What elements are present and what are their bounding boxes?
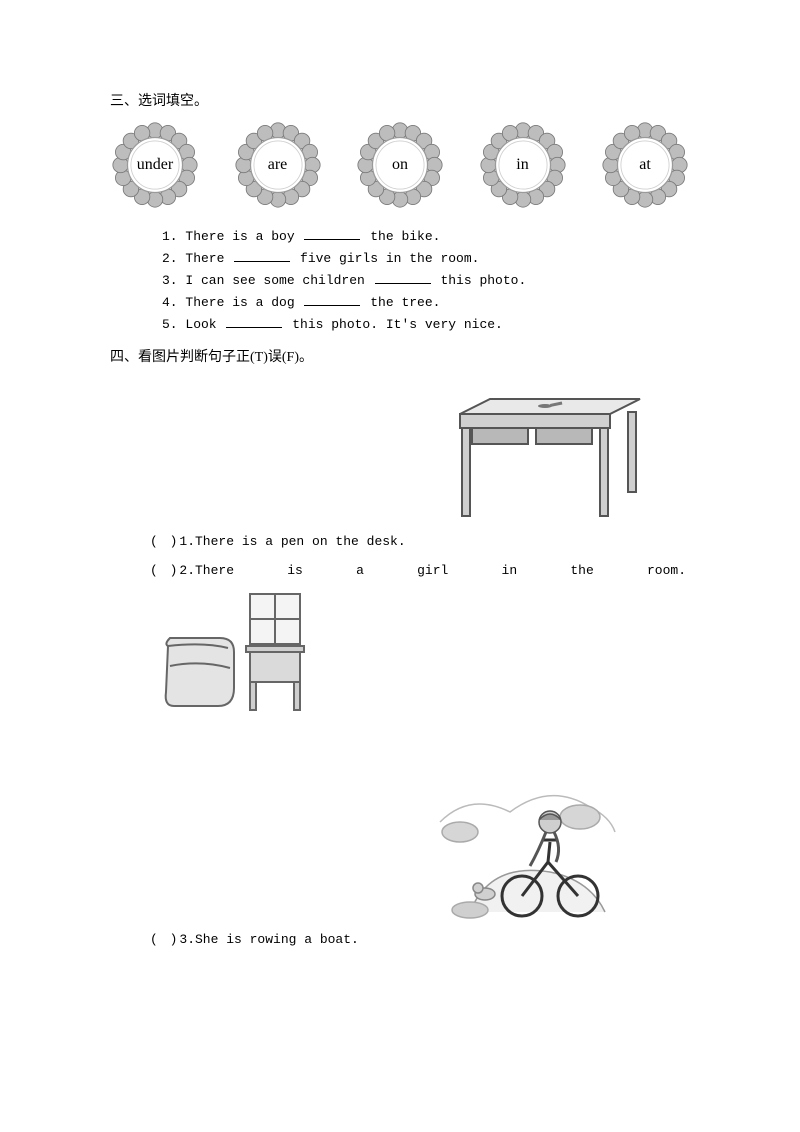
- section4-title: 四、看图片判断句子正(T)误(F)。: [110, 346, 690, 366]
- tf-text-part: 2.There: [179, 563, 234, 578]
- flower-badge: are: [235, 122, 321, 208]
- tf-item: ( )2.There is a girl in the room.: [150, 563, 690, 578]
- fill-blank-item: 2. There five girls in the room.: [162, 248, 690, 270]
- tf-paren[interactable]: ( ): [150, 563, 179, 578]
- q-post: this photo. It's very nice.: [284, 317, 502, 332]
- flower-badge: under: [112, 122, 198, 208]
- tf-text-part: in: [502, 563, 518, 578]
- q-post: the bike.: [362, 229, 440, 244]
- tf-text-part: the: [570, 563, 593, 578]
- q-pre: 1. There is a boy: [162, 229, 302, 244]
- bike-girl-icon: [430, 762, 620, 922]
- tf-text: 1.There is a pen on the desk.: [179, 534, 405, 549]
- q-post: five girls in the room.: [292, 251, 479, 266]
- blank-input[interactable]: [226, 316, 282, 328]
- desk-icon: [450, 384, 650, 524]
- q-pre: 5. Look: [162, 317, 224, 332]
- flower-badge: in: [480, 122, 566, 208]
- tf-text-part: girl: [417, 563, 448, 578]
- flower-word: at: [639, 156, 651, 174]
- flower-badge: on: [357, 122, 443, 208]
- fill-blank-item: 5. Look this photo. It's very nice.: [162, 314, 690, 336]
- tf-item: ( )3.She is rowing a boat.: [150, 932, 690, 947]
- tf-item: ( )1.There is a pen on the desk.: [150, 534, 690, 549]
- tf-text-part: room.: [647, 563, 686, 578]
- fill-blank-item: 3. I can see some children this photo.: [162, 270, 690, 292]
- q-post: the tree.: [362, 295, 440, 310]
- blank-input[interactable]: [375, 272, 431, 284]
- blank-input[interactable]: [234, 250, 290, 262]
- q-post: this photo.: [433, 273, 527, 288]
- tf-text: 3.She is rowing a boat.: [179, 932, 358, 947]
- section3-title: 三、选词填空。: [110, 90, 690, 110]
- blank-input[interactable]: [304, 294, 360, 306]
- flower-word: in: [516, 156, 528, 174]
- blank-input[interactable]: [304, 228, 360, 240]
- flower-badge: at: [602, 122, 688, 208]
- flower-word: are: [268, 156, 288, 174]
- tf-block: ( )1.There is a pen on the desk. ( )2.Th…: [110, 376, 690, 947]
- flower-word: under: [137, 156, 173, 174]
- q-pre: 3. I can see some children: [162, 273, 373, 288]
- tf-text-part: a: [356, 563, 364, 578]
- tf-text-part: is: [287, 563, 303, 578]
- fill-blank-list: 1. There is a boy the bike. 2. There fiv…: [162, 226, 690, 336]
- fill-blank-item: 1. There is a boy the bike.: [162, 226, 690, 248]
- tf-paren[interactable]: ( ): [150, 932, 179, 947]
- room-icon: [160, 588, 330, 718]
- q-pre: 2. There: [162, 251, 232, 266]
- fill-blank-item: 4. There is a dog the tree.: [162, 292, 690, 314]
- q-pre: 4. There is a dog: [162, 295, 302, 310]
- tf-paren[interactable]: ( ): [150, 534, 179, 549]
- flower-badge-row: under are on: [110, 122, 690, 208]
- flower-word: on: [392, 156, 408, 174]
